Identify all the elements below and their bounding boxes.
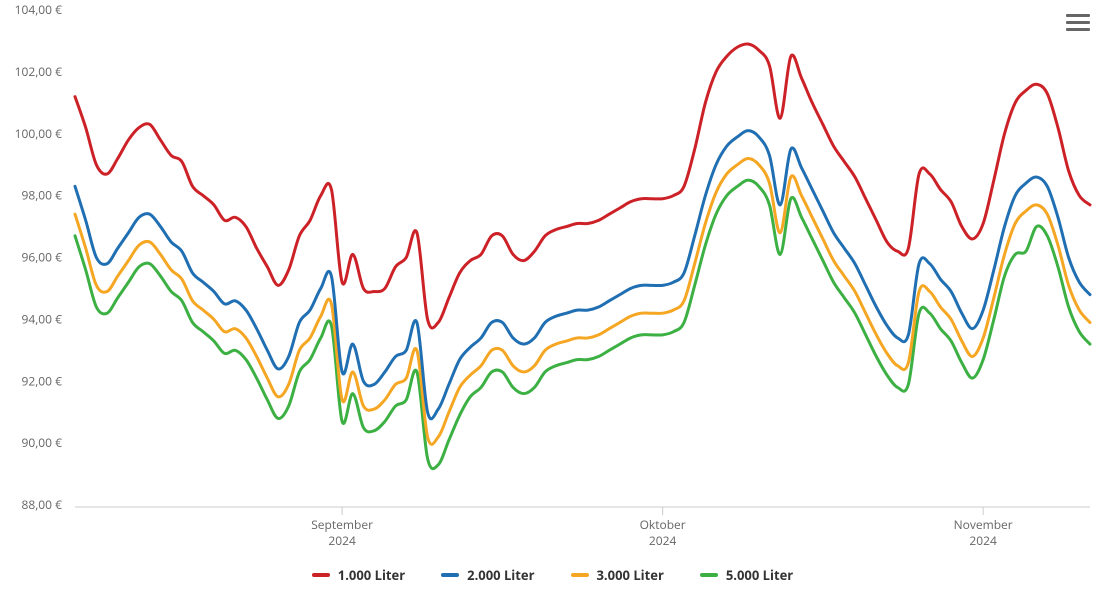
- series-line: [75, 44, 1090, 328]
- y-tick-label: 104,00 €: [15, 1, 63, 18]
- y-tick-label: 102,00 €: [15, 63, 63, 80]
- legend-item[interactable]: 3.000 Liter: [571, 566, 664, 584]
- legend-label: 1.000 Liter: [338, 566, 405, 584]
- x-tick-label-month: September: [311, 516, 373, 533]
- x-tick-label-year: 2024: [649, 532, 677, 549]
- legend-item[interactable]: 2.000 Liter: [441, 566, 534, 584]
- price-chart: 88,00 € 90,00 € 92,00 € 94,00 € 96,00 € 98,00…: [0, 0, 1105, 602]
- chart-menu-button[interactable]: [1066, 10, 1090, 34]
- y-tick-label: 88,00 €: [21, 496, 62, 513]
- y-tick-label: 98,00 €: [21, 187, 62, 204]
- legend-label: 2.000 Liter: [467, 566, 534, 584]
- x-tick-label-month: November: [954, 516, 1013, 533]
- legend-item[interactable]: 1.000 Liter: [312, 566, 405, 584]
- series-line: [75, 159, 1090, 445]
- y-tick-label: 96,00 €: [21, 249, 62, 266]
- y-tick-label: 100,00 €: [15, 125, 63, 142]
- y-tick-label: 90,00 €: [21, 434, 62, 451]
- legend-item[interactable]: 5.000 Liter: [700, 566, 793, 584]
- x-tick-label-month: Oktober: [640, 516, 686, 533]
- y-tick-label: 92,00 €: [21, 372, 62, 389]
- series-line: [75, 131, 1090, 419]
- legend-label: 3.000 Liter: [597, 566, 664, 584]
- legend-swatch: [441, 573, 459, 577]
- x-tick-label-year: 2024: [969, 532, 997, 549]
- legend-swatch: [700, 573, 718, 577]
- legend-swatch: [571, 573, 589, 577]
- chart-legend: 1.000 Liter 2.000 Liter 3.000 Liter 5.000 L…: [0, 566, 1105, 584]
- y-tick-label: 94,00 €: [21, 310, 62, 327]
- legend-swatch: [312, 573, 330, 577]
- legend-label: 5.000 Liter: [726, 566, 793, 584]
- x-tick-label-year: 2024: [328, 532, 356, 549]
- chart-plot-area: 88,00 € 90,00 € 92,00 € 94,00 € 96,00 € 98,00…: [0, 0, 1105, 552]
